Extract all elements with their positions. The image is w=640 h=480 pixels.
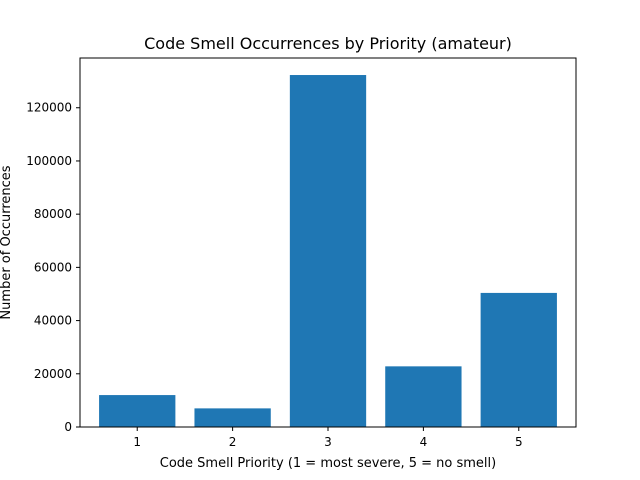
chart-title: Code Smell Occurrences by Priority (amat… bbox=[144, 34, 512, 53]
x-axis-ticks: 1 2 3 4 5 bbox=[133, 427, 523, 449]
x-tick-label: 1 bbox=[133, 435, 141, 449]
bar-5 bbox=[480, 292, 557, 427]
y-tick-label: 80000 bbox=[34, 207, 72, 221]
bar-1 bbox=[99, 395, 176, 427]
bar-2 bbox=[194, 408, 271, 427]
y-axis-label: Number of Occurrences bbox=[0, 165, 14, 319]
y-tick-label: 20000 bbox=[34, 367, 72, 381]
y-tick-label: 0 bbox=[64, 420, 72, 434]
bars-group bbox=[99, 75, 557, 428]
y-axis-ticks: 0 20000 40000 60000 80000 100000 120000 bbox=[26, 101, 80, 434]
x-tick-label: 2 bbox=[229, 435, 237, 449]
x-tick-label: 5 bbox=[515, 435, 523, 449]
x-tick-label: 4 bbox=[420, 435, 428, 449]
x-axis-label: Code Smell Priority (1 = most severe, 5 … bbox=[160, 456, 496, 471]
plot-frame bbox=[79, 57, 577, 428]
bar-4 bbox=[385, 366, 462, 427]
x-tick-label: 3 bbox=[324, 435, 332, 449]
y-tick-label: 40000 bbox=[34, 314, 72, 328]
y-tick-label: 100000 bbox=[26, 154, 72, 168]
y-tick-label: 120000 bbox=[26, 101, 72, 115]
y-tick-label: 60000 bbox=[34, 260, 72, 274]
bar-3 bbox=[289, 75, 367, 428]
